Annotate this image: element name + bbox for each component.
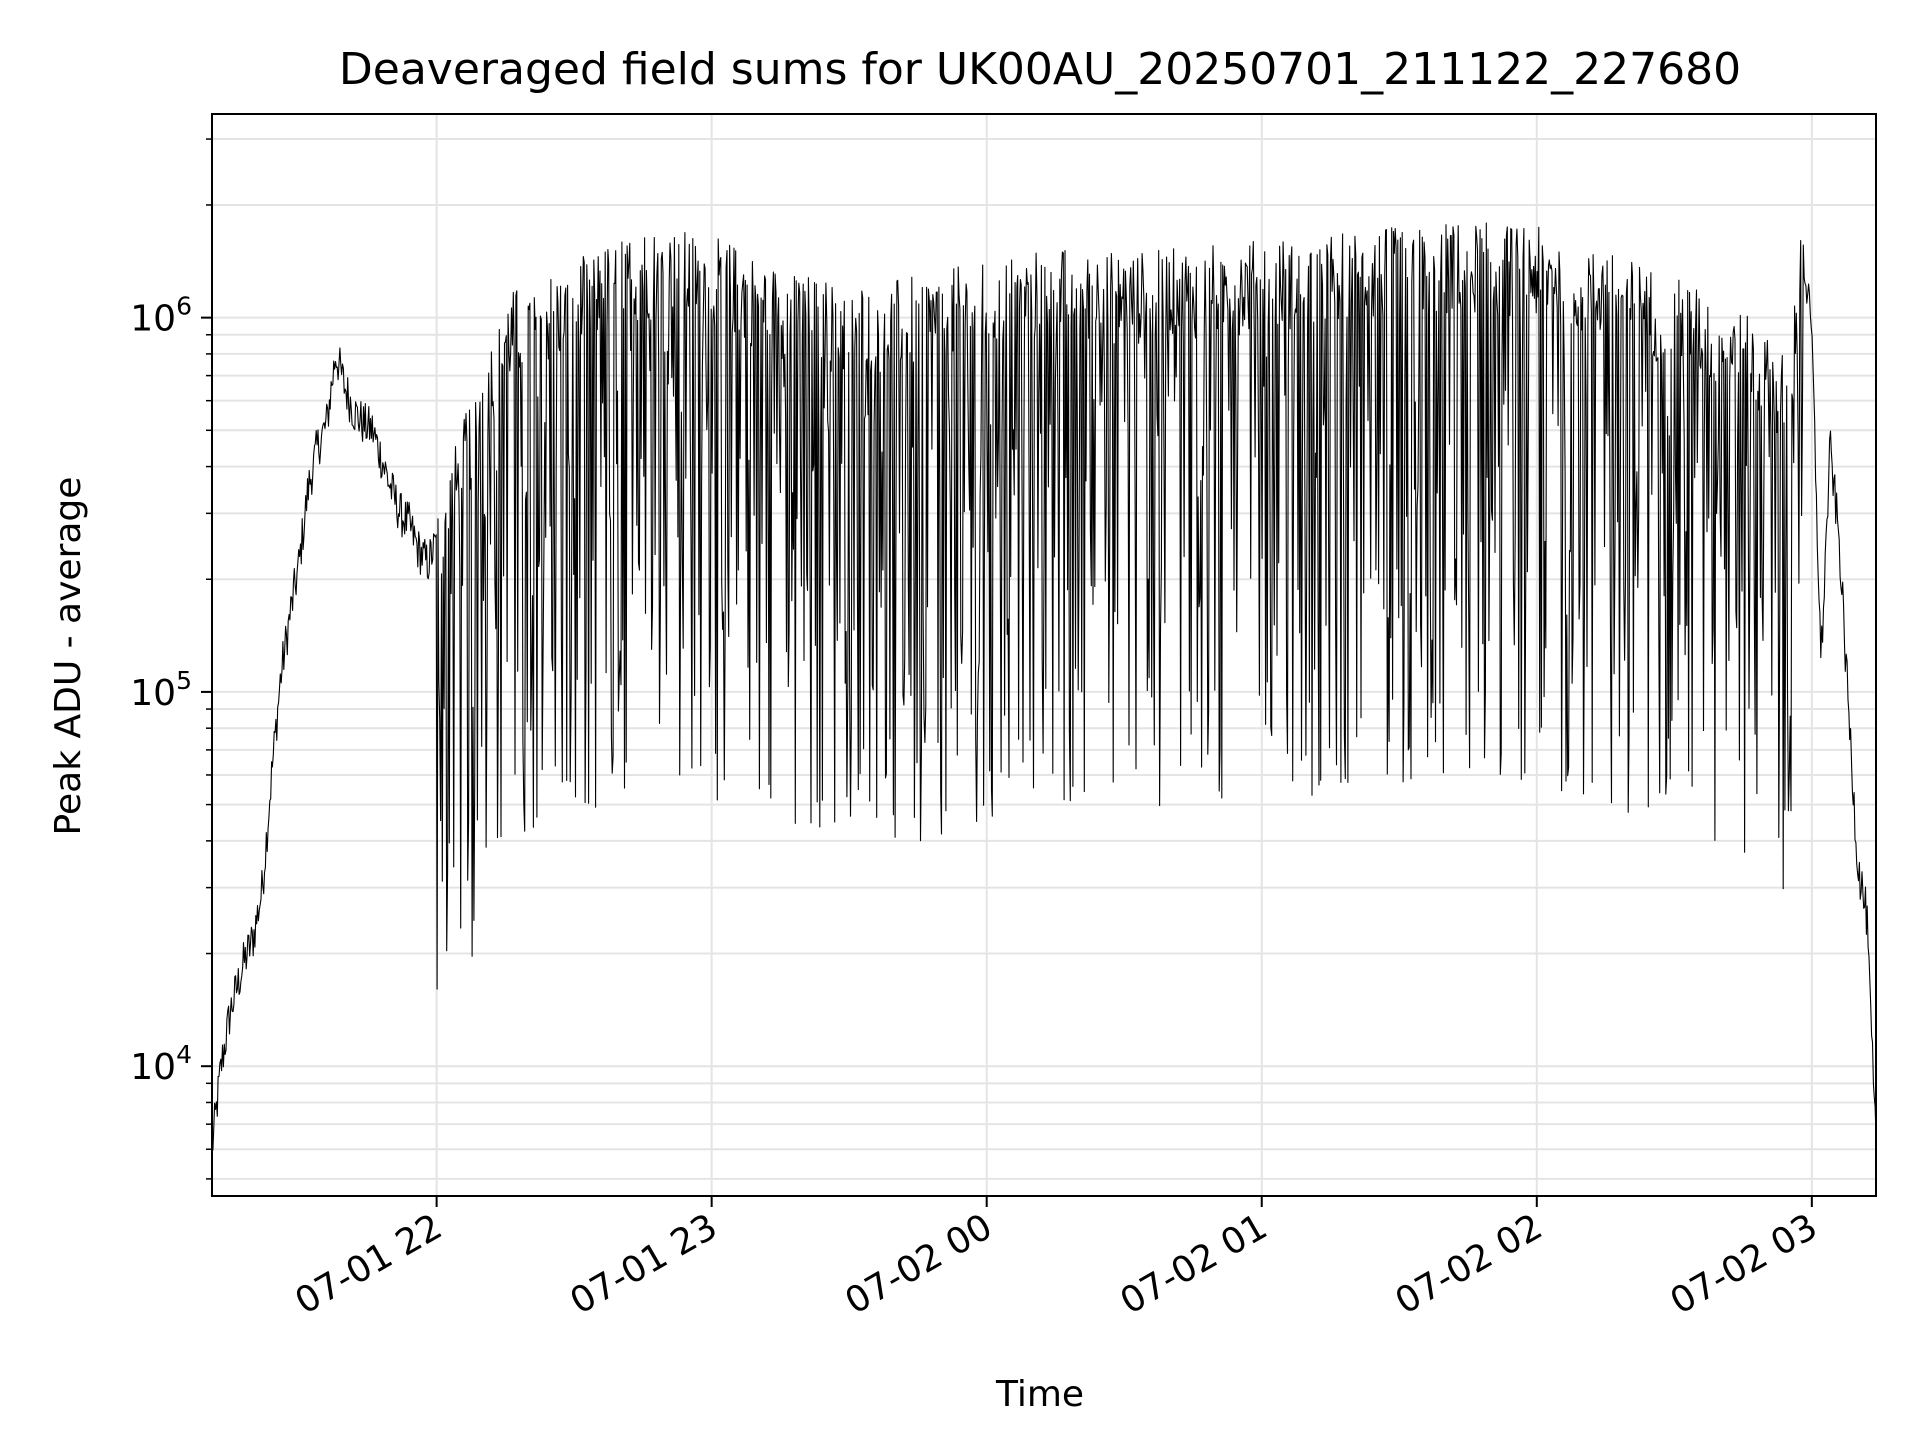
x-axis-label: Time (995, 1374, 1084, 1415)
series-line (211, 222, 1877, 1151)
x-tick-label: 07-02 03 (1664, 1206, 1825, 1322)
x-tick-label: 07-01 23 (563, 1206, 724, 1322)
y-tick-label: 106 (130, 292, 192, 340)
y-tick-label: 104 (130, 1040, 192, 1088)
chart-title: Deaveraged field sums for UK00AU_2025070… (339, 44, 1741, 95)
x-tick-label: 07-02 01 (1114, 1206, 1275, 1322)
x-tick-label: 07-02 02 (1389, 1206, 1550, 1322)
y-axis-label: Peak ADU - average (48, 477, 89, 836)
y-tick-label: 105 (130, 666, 192, 714)
x-tick-label: 07-01 22 (288, 1206, 449, 1322)
plot-frame (211, 113, 1877, 1197)
x-tick-label: 07-02 00 (839, 1206, 1000, 1322)
